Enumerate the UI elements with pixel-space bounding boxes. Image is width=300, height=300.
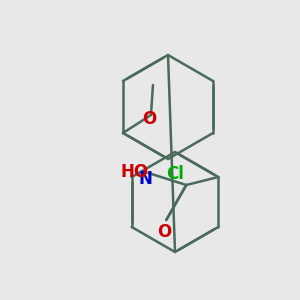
- Text: Cl: Cl: [166, 165, 184, 183]
- Text: O: O: [142, 110, 156, 128]
- Text: HO: HO: [120, 163, 148, 181]
- Text: O: O: [157, 223, 171, 241]
- Text: N: N: [139, 170, 153, 188]
